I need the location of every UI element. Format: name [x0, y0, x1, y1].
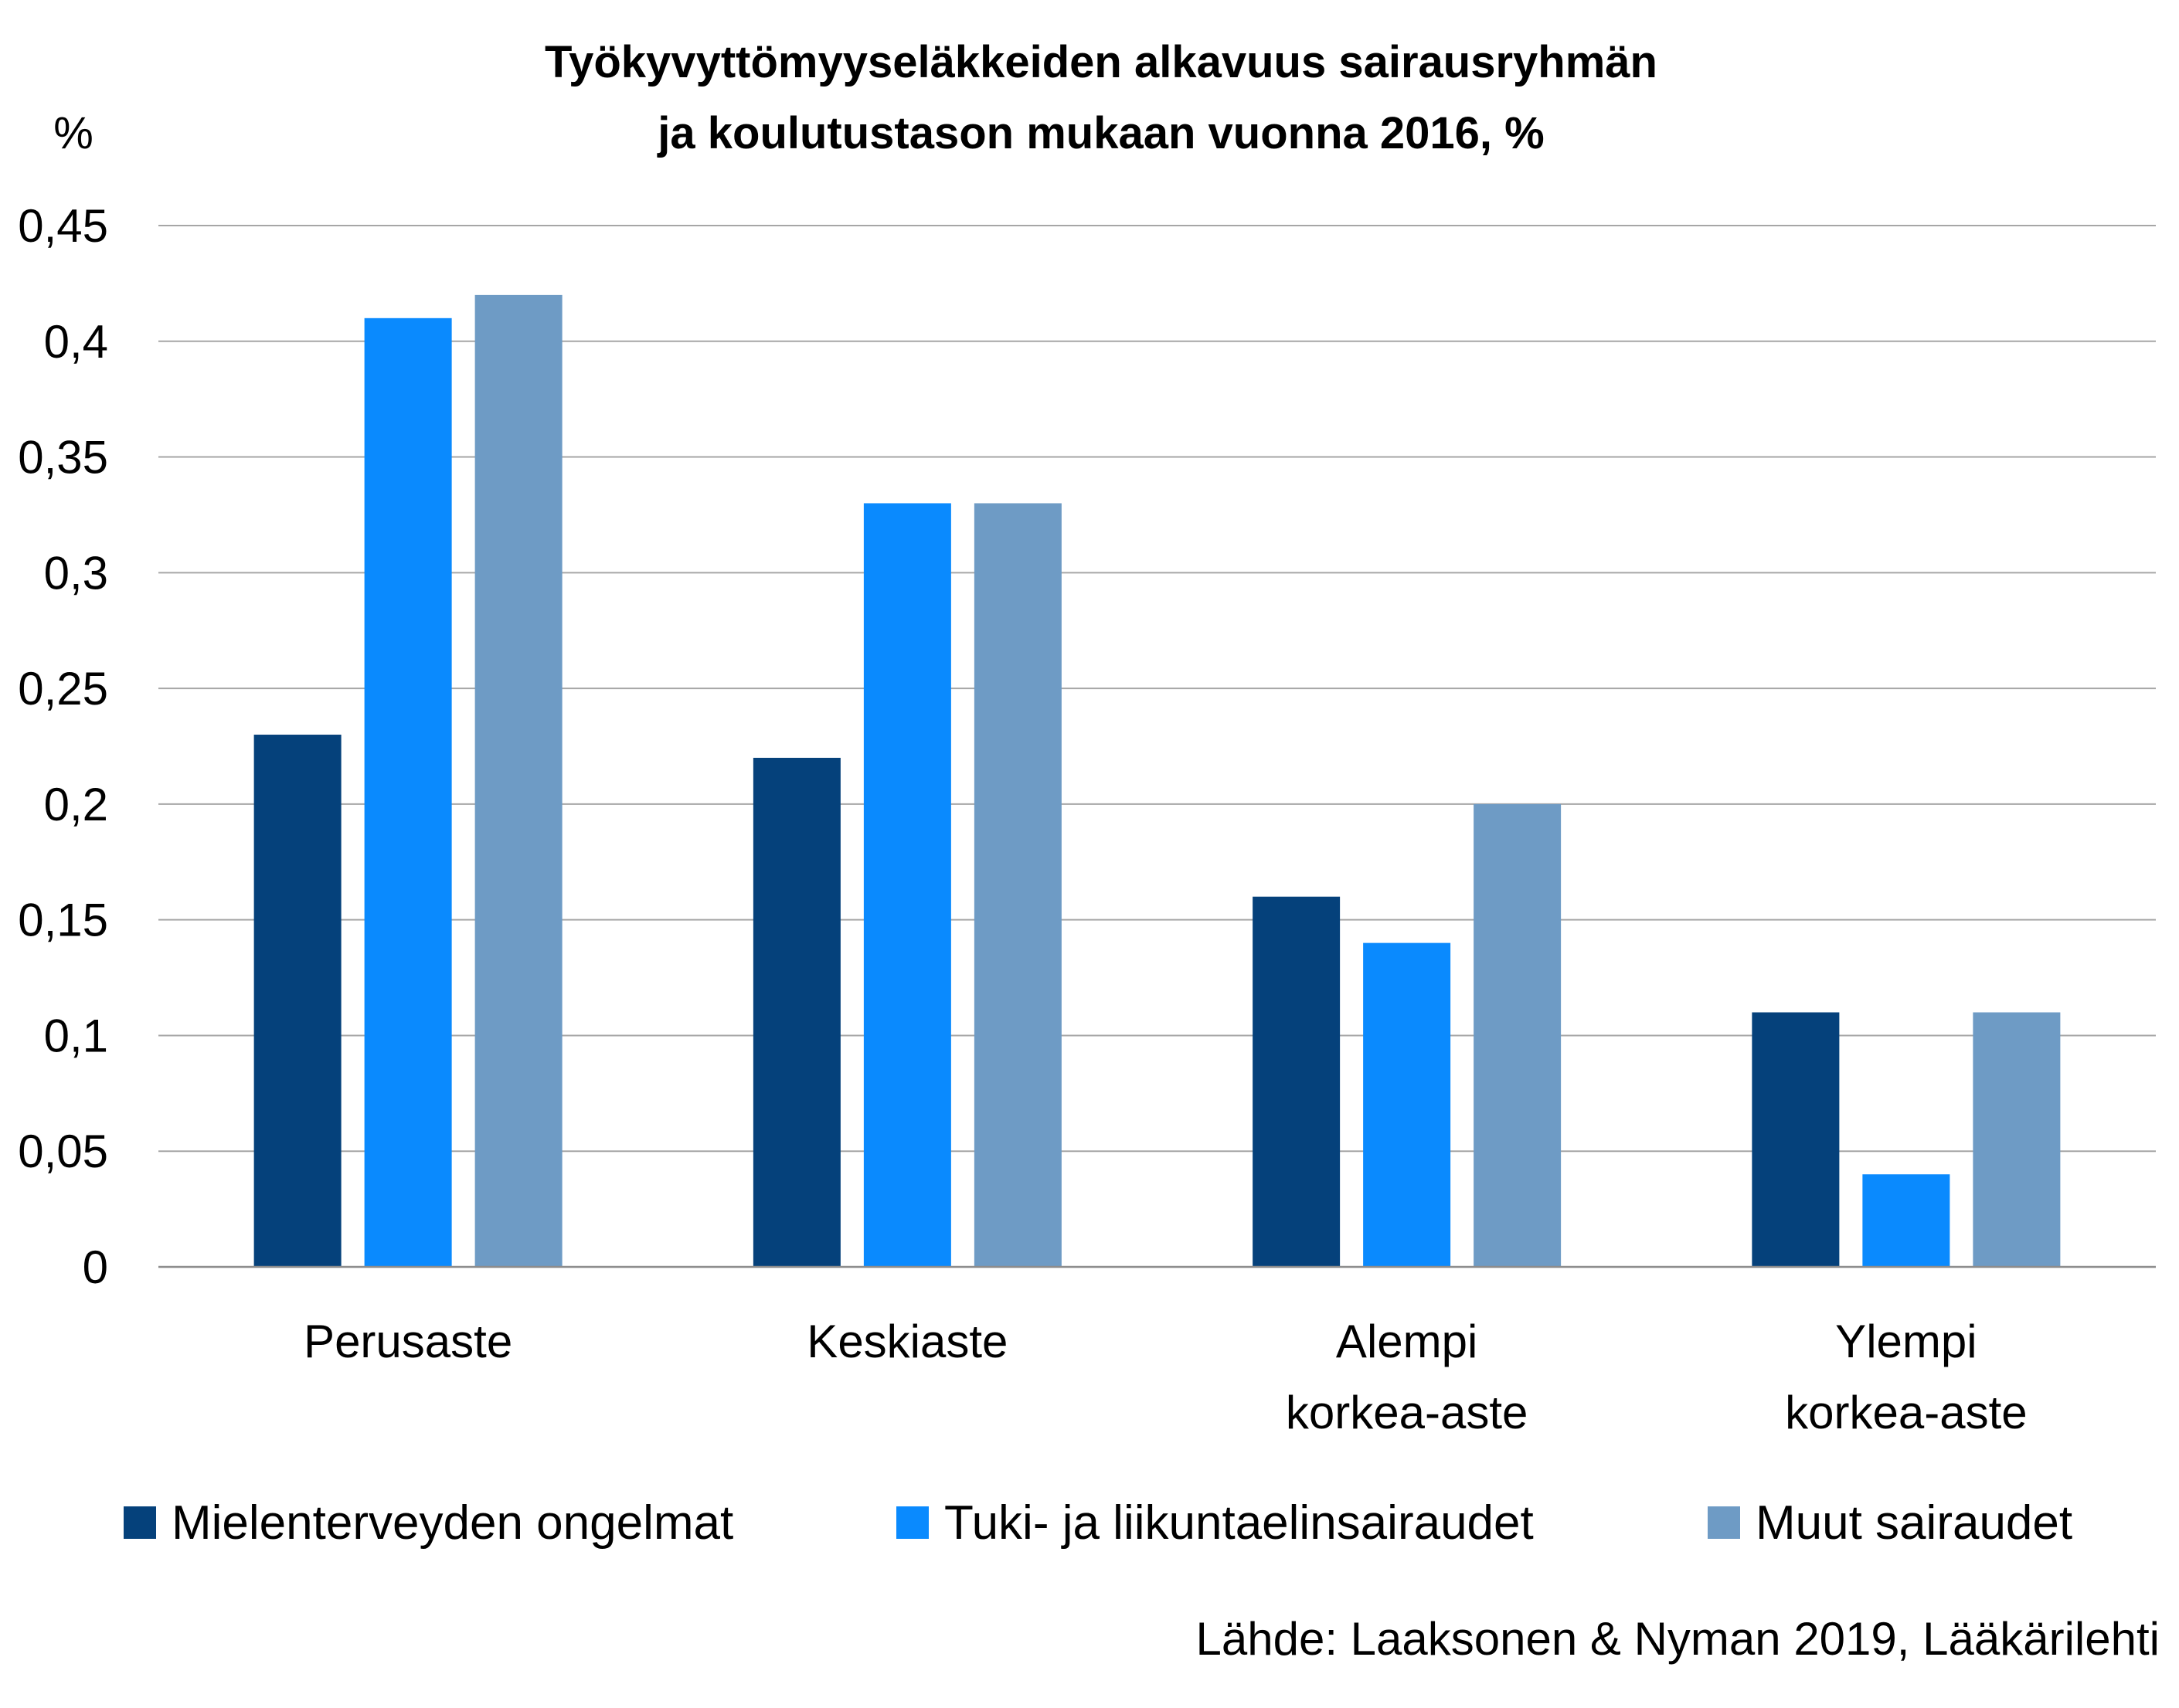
y-axis-unit-label: % [53, 108, 93, 158]
y-tick-label: 0,45 [18, 200, 108, 252]
legend-swatch [124, 1506, 156, 1539]
x-category-label: Perusaste [304, 1316, 512, 1367]
x-category-label: korkea-aste [1785, 1387, 2027, 1438]
legend-label: Mielenterveyden ongelmat [172, 1496, 733, 1550]
bars [253, 294, 2061, 1267]
legend-swatch [896, 1506, 929, 1539]
chart-title-line-1: Työkyvyttömyyseläkkeiden alkavuus sairau… [545, 37, 1657, 87]
y-tick-label: 0,1 [44, 1010, 108, 1061]
bar [474, 294, 563, 1267]
y-tick-label: 0,4 [44, 316, 108, 368]
gridlines [158, 225, 2156, 1153]
x-category-label: Ylempi [1835, 1316, 1977, 1367]
x-category-label: Alempi [1336, 1316, 1477, 1367]
chart-title-line-2: ja koulutustason mukaan vuonna 2016, % [657, 108, 1544, 158]
y-tick-label: 0,05 [18, 1126, 108, 1177]
bar [1862, 1174, 1950, 1267]
legend-label: Tuki- ja liikuntaelinsairaudet [944, 1496, 1534, 1550]
y-tick-label: 0 [83, 1241, 108, 1293]
legend: Mielenterveyden ongelmat Tuki- ja liikunt… [124, 1496, 2072, 1550]
legend-swatch [1708, 1506, 1740, 1539]
bar [1474, 803, 1562, 1267]
bar [863, 503, 951, 1267]
bar [753, 757, 841, 1267]
x-axis-categories: Perusaste Keskiaste Alempi korkea-aste Ylemp… [304, 1316, 2028, 1438]
y-axis-ticks: 0 0,05 0,1 0,15 0,2 0,25 0,3 0,35 0,4 0,45 [18, 200, 108, 1293]
y-tick-label: 0,3 [44, 547, 108, 599]
legend-label: Muut sairaudet [1756, 1496, 2072, 1550]
y-tick-label: 0,15 [18, 895, 108, 946]
x-category-label: Keskiaste [807, 1316, 1008, 1367]
y-tick-label: 0,25 [18, 663, 108, 715]
bar [253, 735, 342, 1267]
bar [1752, 1012, 1840, 1267]
bar [1973, 1012, 2061, 1267]
source-note: Lähde: Laaksonen & Nyman 2019, Lääkärile… [1195, 1613, 2160, 1665]
bar [1363, 942, 1451, 1267]
x-category-label: korkea-aste [1286, 1387, 1528, 1438]
bar [1253, 896, 1341, 1267]
bar [364, 317, 452, 1267]
bar [974, 503, 1062, 1267]
y-tick-label: 0,35 [18, 432, 108, 484]
y-tick-label: 0,2 [44, 779, 108, 830]
